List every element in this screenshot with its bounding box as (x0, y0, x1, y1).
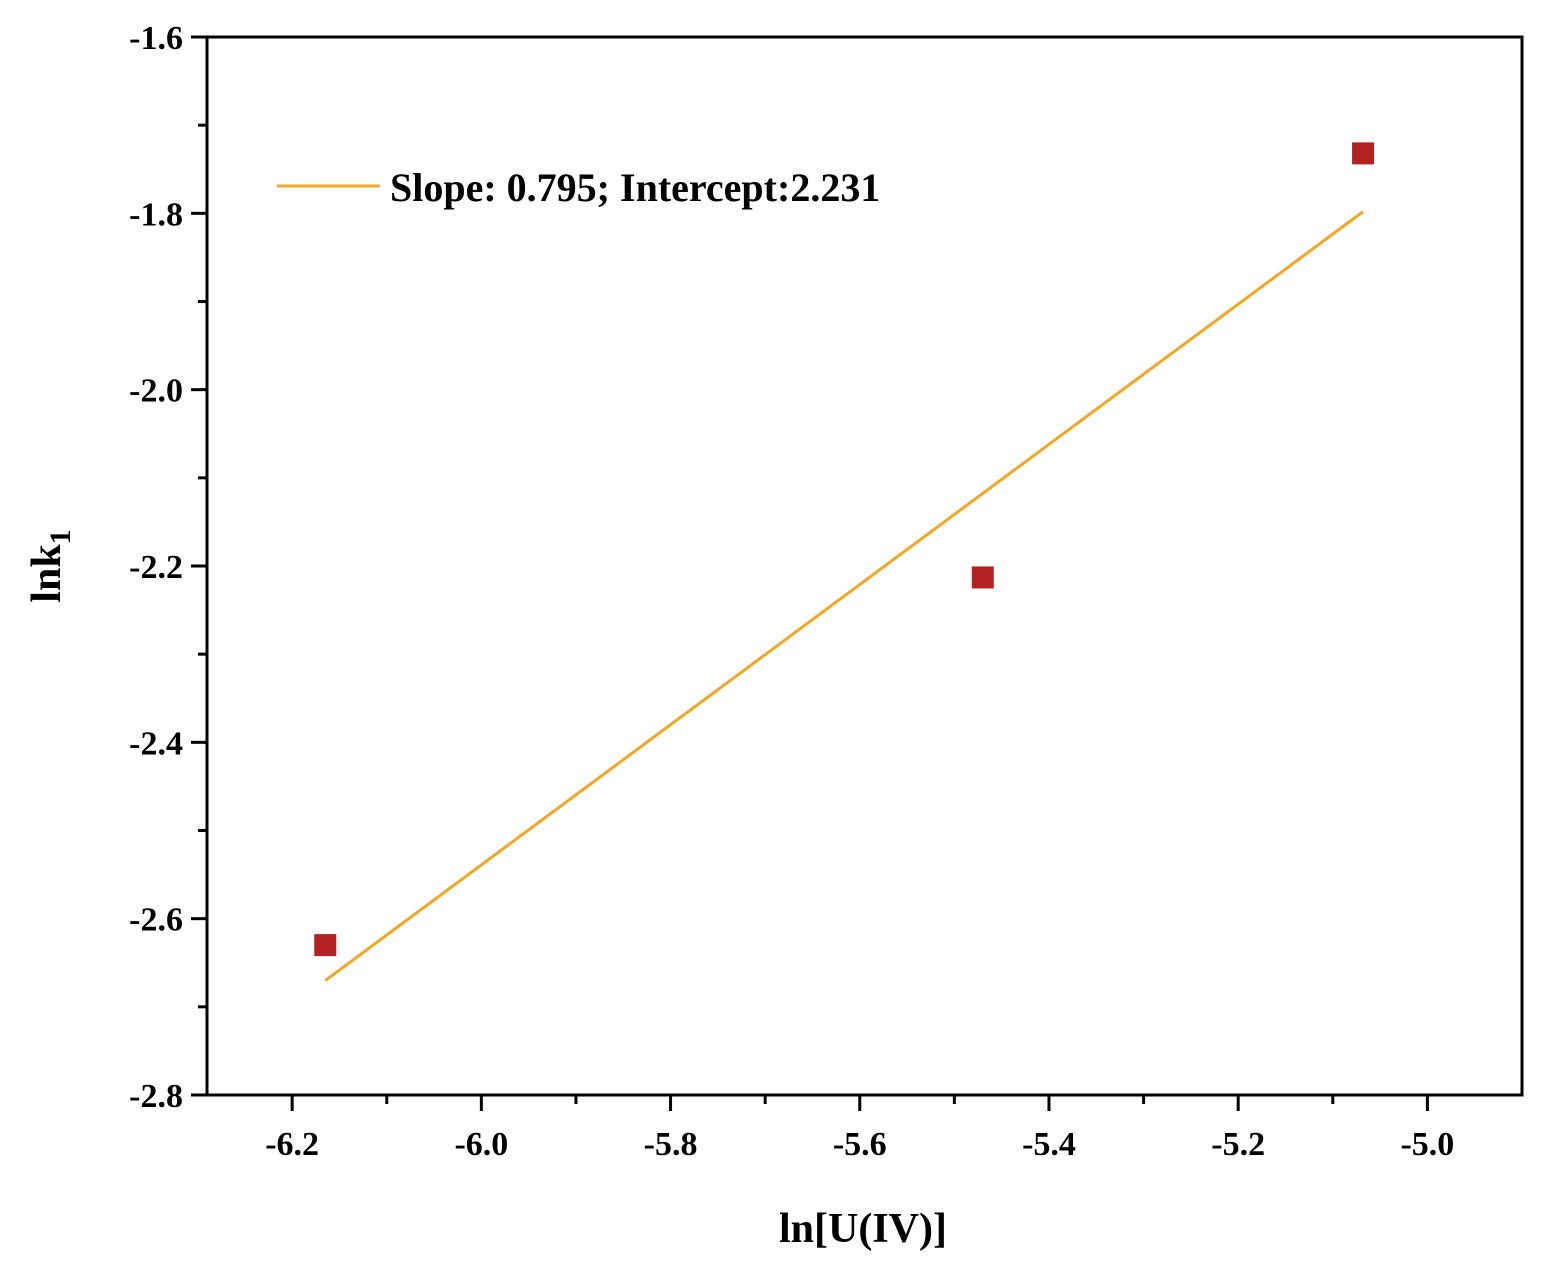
y-tick-label: -1.6 (129, 20, 183, 57)
x-tick-label: -5.4 (1022, 1126, 1076, 1163)
legend-label: Slope: 0.795; Intercept:2.231 (390, 165, 880, 210)
x-tick-label: -6.0 (454, 1126, 508, 1163)
y-tick-label: -2.6 (129, 902, 183, 939)
data-point (971, 566, 994, 589)
plot-area-frame (205, 35, 1524, 1097)
y-axis-title: lnk1 (24, 529, 77, 602)
data-series (314, 142, 1375, 982)
tick-labels: -6.2 -6.0 -5.8 -5.6 -5.4 -5.2 -5.0 -2.8 -2.6 -2.4… (129, 20, 1454, 1163)
x-axis-title: ln[U(IV)] (779, 1206, 947, 1252)
data-point (314, 934, 337, 957)
x-tick-label: -6.2 (265, 1126, 319, 1163)
y-axis-title-subscript: 1 (44, 529, 77, 544)
y-tick-label: -1.8 (129, 196, 183, 233)
y-tick-label: -2.8 (129, 1078, 183, 1115)
x-tick-label: -5.0 (1400, 1126, 1454, 1163)
y-axis-title-main: lnk (24, 544, 70, 603)
x-tick-label: -5.8 (644, 1126, 698, 1163)
y-tick-label: -2.2 (129, 549, 183, 586)
y-tick-label: -2.0 (129, 373, 183, 410)
data-point (1352, 142, 1375, 165)
x-tick-label: -5.6 (833, 1126, 887, 1163)
fit-line (324, 210, 1364, 982)
legend: Slope: 0.795; Intercept:2.231 (277, 165, 880, 210)
y-tick-label: -2.4 (129, 725, 183, 762)
x-tick-label: -5.2 (1211, 1126, 1265, 1163)
